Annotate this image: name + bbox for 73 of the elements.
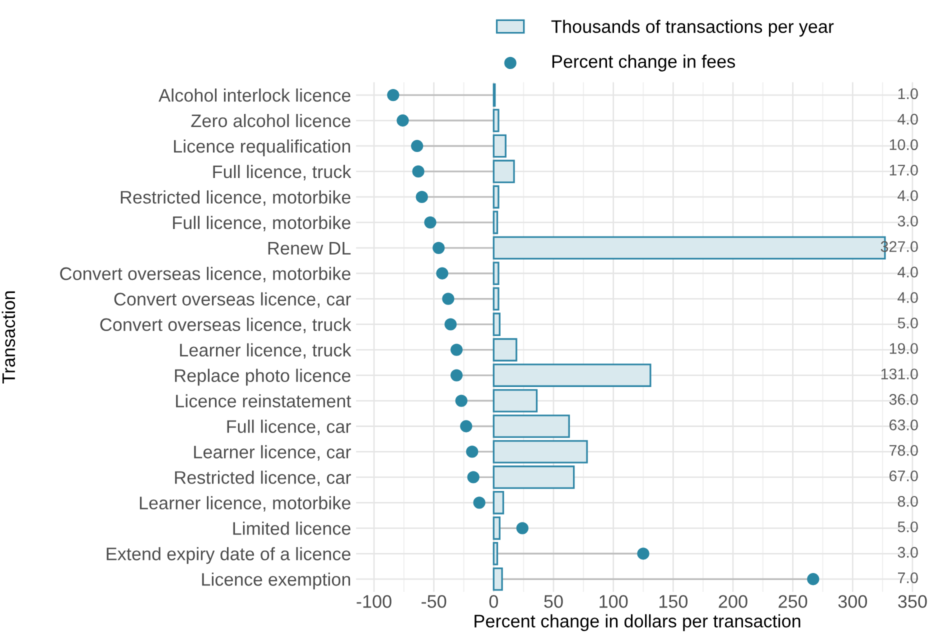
data-label: 3.0 [898,216,918,227]
point [467,471,480,484]
point [466,446,478,458]
data-label: 4.0 [898,114,918,125]
data-label: 63.0 [889,420,918,430]
y-tick-label: Alcohol interlock licence [158,88,350,102]
point [473,496,486,509]
data-label: 4.0 [898,292,918,303]
point [450,369,463,382]
point [807,573,820,586]
point [436,267,448,280]
point [412,165,424,178]
data-label: 17.0 [890,164,918,176]
point [516,522,528,534]
y-tick-label: Full licence, truck [213,164,352,180]
data-label: 36.0 [889,394,918,405]
data-label: 7.0 [898,572,918,584]
y-tick-label: Renew DL [268,242,351,255]
y-tick-label: Limited licence [233,522,350,535]
x-axis-title: Percent change in dollars per transaction [474,614,800,632]
y-tick-label: Learner licence, car [194,445,351,461]
point [444,318,457,330]
data-label: 78.0 [890,445,918,456]
x-tick-label: 100 [600,595,628,608]
y-tick-label: Learner licence, motorbike [140,496,350,512]
y-tick-label: Full licence, car [227,420,351,436]
data-label: 4.0 [898,266,918,278]
data-label: 10.0 [890,139,918,150]
x-tick-label: 50 [544,595,563,608]
x-tick-label: 300 [838,595,867,608]
y-axis-title: Transaction [2,291,16,384]
point [416,190,428,204]
x-tick-label: 350 [898,595,927,608]
y-tick-label: Restricted licence, car [175,470,351,486]
y-tick-label: Licence reinstatement [176,394,352,408]
y-tick-label: Replace photo licence [175,368,350,386]
x-tick-label: 250 [778,595,808,608]
x-tick-label: -100 [356,595,392,608]
point [442,292,454,305]
data-label: 8.0 [898,496,918,507]
y-tick-label: Convert overseas licence, car [114,292,351,308]
x-tick-label: -50 [422,595,446,608]
data-label: 5.0 [898,521,918,532]
y-tick-label: Learner licence, truck [180,343,352,359]
legend-label: Percent change in fees [552,54,735,72]
point [455,394,468,407]
point [637,548,650,560]
point [387,88,400,102]
data-label: 1.0 [898,88,918,100]
y-tick-label: Restricted licence, motorbike [120,190,350,206]
data-label: 19.0 [890,343,918,354]
data-label: 3.0 [898,546,918,558]
x-tick-label: 150 [659,595,688,608]
data-label: 131.0 [881,368,918,380]
point [432,242,445,254]
point [460,420,472,432]
y-tick-label: Extend expiry date of a licence [106,547,350,564]
data-label: 4.0 [898,190,918,202]
y-tick-label: Zero alcohol licence [191,114,350,128]
point [396,114,409,127]
y-tick-label: Licence requalification [174,139,350,156]
legend-label: Thousands of transactions per year [551,20,834,37]
y-tick-label: Convert overseas licence, motorbike [60,266,350,282]
y-tick-label: Licence exemption [202,572,350,590]
y-tick-label: Full licence, motorbike [173,216,350,232]
y-tick-label: Convert overseas licence, truck [100,318,352,334]
point [424,216,436,228]
data-label: 67.0 [889,470,918,482]
x-tick-label: 200 [718,595,748,608]
x-tick-label: 0 [489,595,498,608]
data-label: 5.0 [898,318,918,328]
point [450,344,463,356]
point [411,140,424,152]
